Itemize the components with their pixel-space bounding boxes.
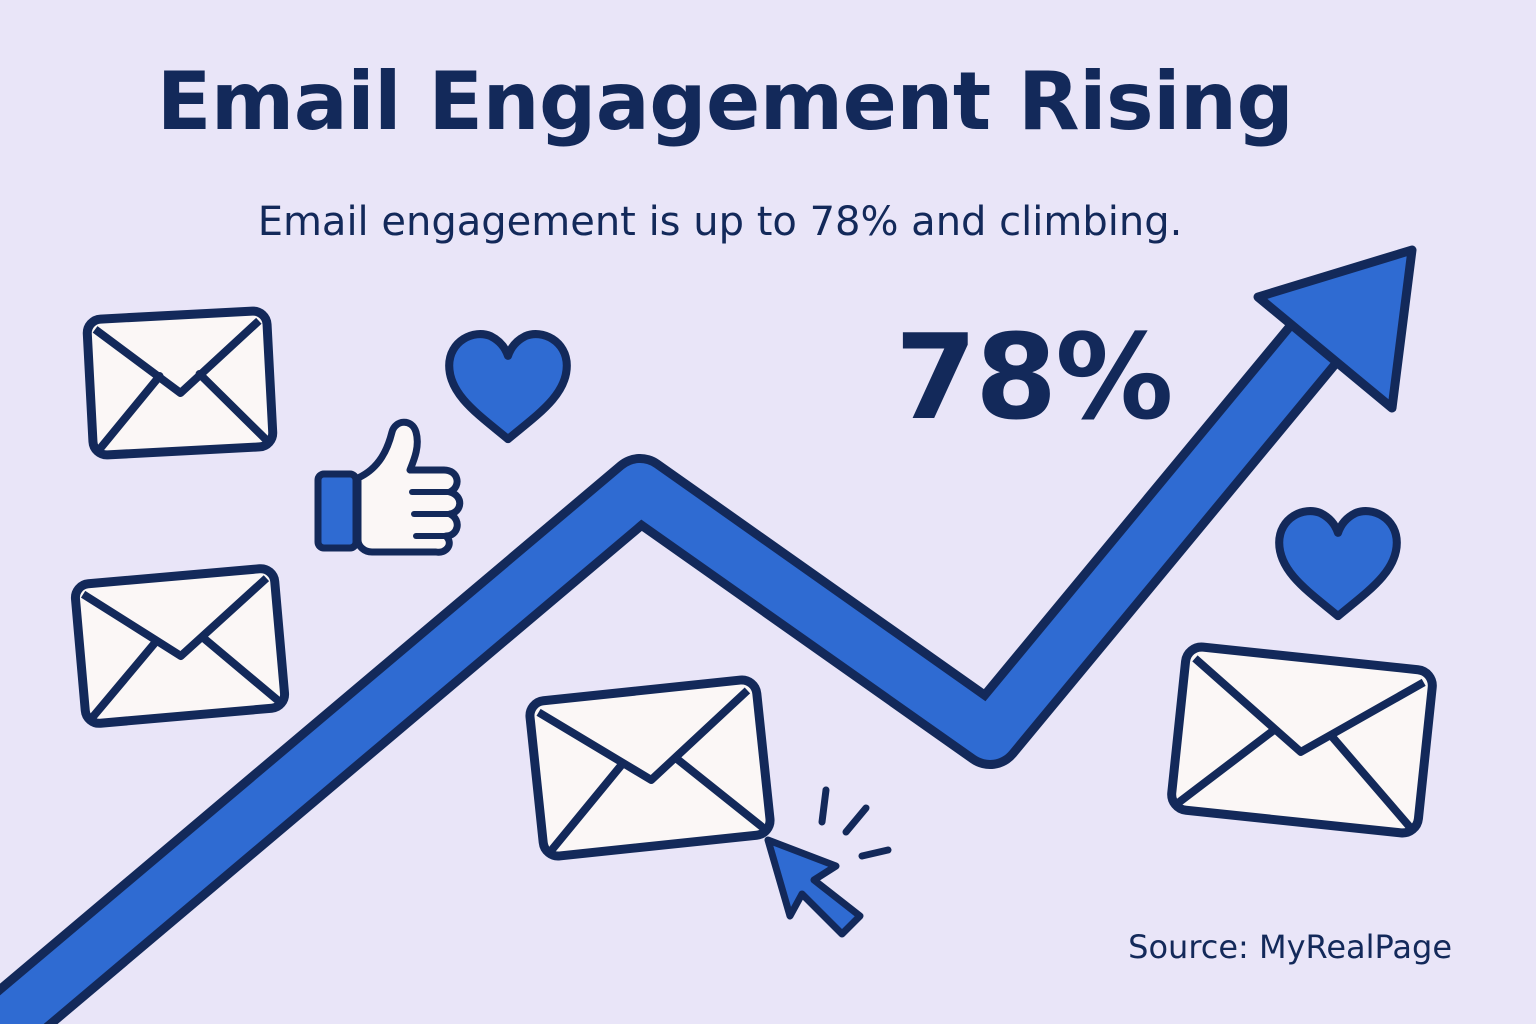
thumbs-up-icon: [314, 418, 464, 556]
heart-icon: [1275, 507, 1401, 621]
envelope-icon: [525, 675, 775, 861]
engagement-stat: 78%: [895, 308, 1173, 446]
envelope-icon: [70, 564, 290, 728]
envelope-icon: [1167, 642, 1437, 838]
trend-arrow: [0, 245, 1417, 1024]
page-subtitle: Email engagement is up to 78% and climbi…: [257, 199, 1183, 245]
page-title: Email Engagement Rising: [156, 55, 1294, 148]
heart-icon: [445, 330, 571, 444]
source-credit: Source: MyRealPage: [1128, 928, 1452, 966]
envelope-icon: [82, 306, 278, 460]
cursor-click-icon: [764, 786, 892, 938]
